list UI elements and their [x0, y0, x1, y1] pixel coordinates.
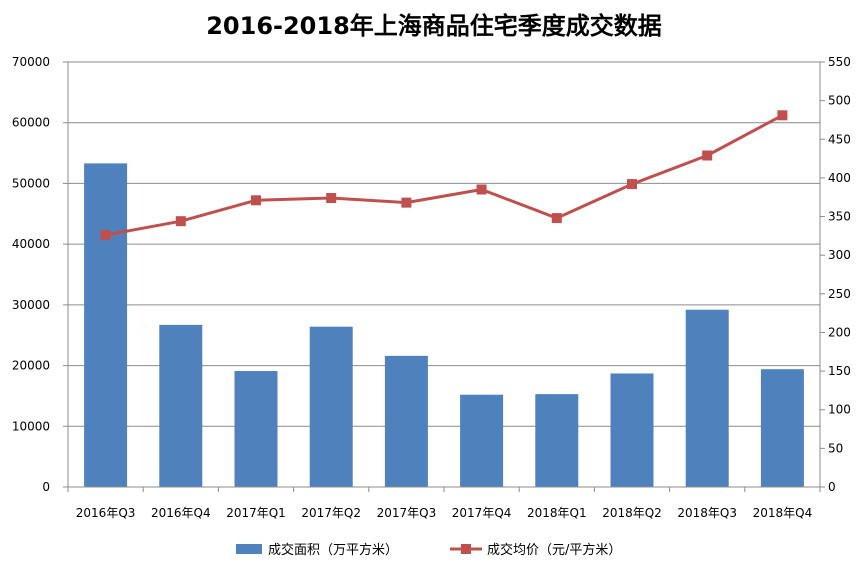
line-point — [627, 179, 637, 190]
axes: 0 10000 20000 30000 40000 50000 60000 70000 0 50 1… — [12, 55, 851, 520]
x-tick-label: 2017年Q3 — [377, 506, 437, 520]
line-point — [251, 195, 261, 206]
y-right-tick-label: 300 — [828, 248, 851, 262]
price-line — [105, 113, 784, 237]
line-point — [326, 193, 337, 203]
y-right-tick-label: 50 — [828, 441, 843, 455]
legend: 成交面积（万平方米） 成交均价（元/平方米） — [236, 542, 621, 558]
x-tick-label: 2017年Q2 — [301, 506, 361, 520]
x-tick-label: 2017年Q1 — [226, 506, 286, 520]
x-tick-label: 2018年Q1 — [527, 506, 587, 520]
y-left-tick-label: 60000 — [12, 116, 50, 130]
bar — [685, 309, 729, 487]
y-right-tick-label: 200 — [828, 325, 851, 339]
y-right-tick-label: 150 — [828, 364, 851, 378]
line-point — [100, 230, 111, 241]
y-left-tick-label: 20000 — [12, 359, 50, 373]
bar — [460, 394, 504, 487]
y-left-tick-label: 50000 — [12, 176, 50, 190]
y-right-tick-label: 350 — [828, 210, 851, 224]
bar-series — [84, 163, 804, 487]
line-series — [100, 110, 788, 241]
x-tick-label: 2018年Q3 — [677, 506, 737, 520]
y-right-tick-label: 0 — [828, 480, 836, 494]
y-left-tick-label: 40000 — [12, 237, 50, 251]
y-right-tick-label: 500 — [828, 94, 851, 108]
line-point — [476, 184, 487, 195]
chart-title: 2016-2018年上海商品住宅季度成交数据 — [206, 12, 662, 40]
y-right-tick-label: 400 — [828, 171, 851, 185]
y-right-tick-label: 250 — [828, 287, 851, 301]
x-tick-label: 2018年Q4 — [753, 506, 813, 520]
line-point — [702, 150, 713, 161]
bar — [159, 324, 203, 487]
y-right-tick-label: 100 — [828, 403, 851, 417]
bar — [760, 369, 804, 487]
bar — [535, 394, 579, 487]
legend-line-marker — [461, 544, 471, 554]
y-left-tick-label: 30000 — [12, 298, 50, 312]
line-point — [175, 216, 186, 227]
legend-line-label: 成交均价（元/平方米） — [487, 542, 621, 558]
bar — [384, 355, 428, 487]
line-point — [551, 213, 562, 224]
line-point — [401, 197, 412, 208]
y-right-tick-label: 450 — [828, 132, 851, 146]
y-left-tick-label: 0 — [42, 480, 50, 494]
legend-bar-swatch — [236, 544, 262, 554]
x-tick-label: 2016年Q4 — [151, 506, 211, 520]
x-tick-label: 2016年Q3 — [76, 506, 136, 520]
x-tick-label: 2018年Q2 — [602, 506, 662, 520]
legend-bar-label: 成交面积（万平方米） — [268, 542, 398, 558]
line-point — [777, 110, 788, 121]
bar — [234, 371, 278, 487]
bar — [309, 326, 353, 487]
y-left-tick-label: 70000 — [12, 55, 50, 69]
bar — [610, 373, 654, 487]
y-right-tick-label: 550 — [828, 55, 851, 69]
x-tick-label: 2017年Q4 — [452, 506, 512, 520]
bar — [84, 163, 128, 487]
y-left-tick-label: 10000 — [12, 419, 50, 433]
